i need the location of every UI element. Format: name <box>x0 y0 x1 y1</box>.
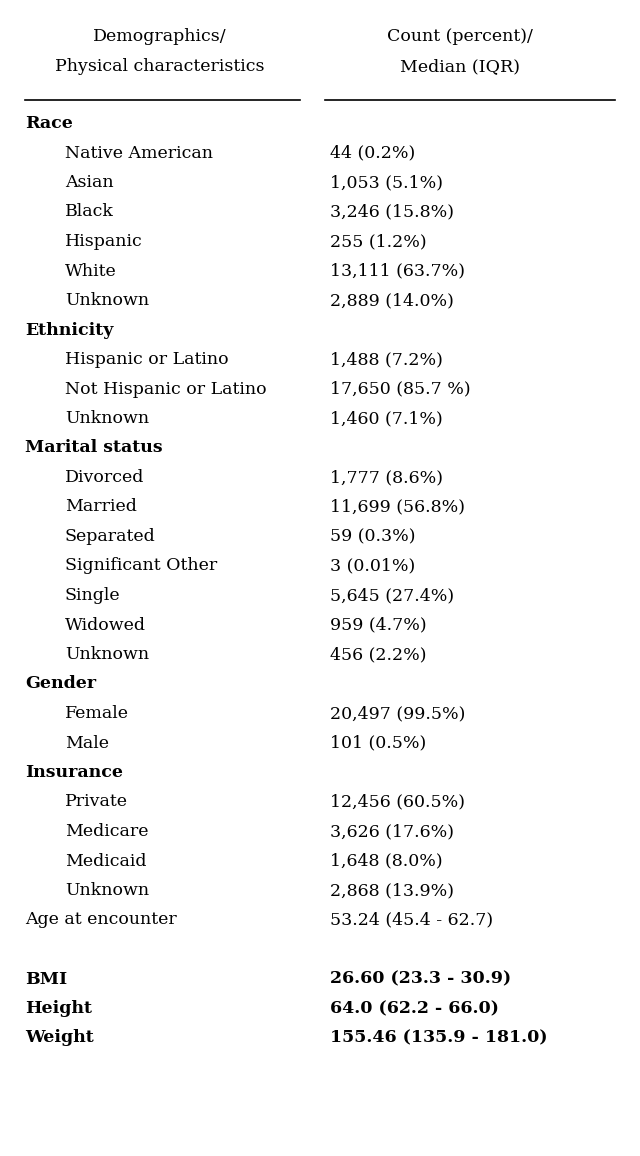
Text: Height: Height <box>25 1000 92 1017</box>
Text: Ethnicity: Ethnicity <box>25 321 113 339</box>
Text: 59 (0.3%): 59 (0.3%) <box>330 528 415 544</box>
Text: 2,868 (13.9%): 2,868 (13.9%) <box>330 882 454 899</box>
Text: Hispanic or Latino: Hispanic or Latino <box>65 351 228 368</box>
Text: Demographics/: Demographics/ <box>93 28 227 45</box>
Text: Single: Single <box>65 587 120 603</box>
Text: 456 (2.2%): 456 (2.2%) <box>330 646 426 664</box>
Text: 155.46 (135.9 - 181.0): 155.46 (135.9 - 181.0) <box>330 1030 547 1046</box>
Text: 1,460 (7.1%): 1,460 (7.1%) <box>330 410 443 427</box>
Text: 5,645 (27.4%): 5,645 (27.4%) <box>330 587 454 603</box>
Text: 255 (1.2%): 255 (1.2%) <box>330 234 427 250</box>
Text: 3,626 (17.6%): 3,626 (17.6%) <box>330 823 454 840</box>
Text: 1,053 (5.1%): 1,053 (5.1%) <box>330 175 443 191</box>
Text: Race: Race <box>25 114 73 132</box>
Text: 17,650 (85.7 %): 17,650 (85.7 %) <box>330 380 470 398</box>
Text: Female: Female <box>65 705 129 722</box>
Text: Separated: Separated <box>65 528 156 544</box>
Text: Insurance: Insurance <box>25 764 123 781</box>
Text: Male: Male <box>65 734 109 751</box>
Text: Significant Other: Significant Other <box>65 557 217 575</box>
Text: Divorced: Divorced <box>65 469 145 486</box>
Text: 44 (0.2%): 44 (0.2%) <box>330 144 415 162</box>
Text: 3,246 (15.8%): 3,246 (15.8%) <box>330 203 454 221</box>
Text: Median (IQR): Median (IQR) <box>400 58 520 75</box>
Text: Unknown: Unknown <box>65 646 149 664</box>
Text: 64.0 (62.2 - 66.0): 64.0 (62.2 - 66.0) <box>330 1000 499 1017</box>
Text: Asian: Asian <box>65 175 114 191</box>
Text: 11,699 (56.8%): 11,699 (56.8%) <box>330 498 465 516</box>
Text: Unknown: Unknown <box>65 882 149 899</box>
Text: White: White <box>65 262 116 280</box>
Text: 2,889 (14.0%): 2,889 (14.0%) <box>330 292 454 309</box>
Text: 1,488 (7.2%): 1,488 (7.2%) <box>330 351 443 368</box>
Text: Unknown: Unknown <box>65 292 149 309</box>
Text: Age at encounter: Age at encounter <box>25 911 177 928</box>
Text: Physical characteristics: Physical characteristics <box>55 58 265 75</box>
Text: 1,777 (8.6%): 1,777 (8.6%) <box>330 469 443 486</box>
Text: 1,648 (8.0%): 1,648 (8.0%) <box>330 852 443 869</box>
Text: Hispanic: Hispanic <box>65 234 143 250</box>
Text: Gender: Gender <box>25 675 96 692</box>
Text: 3 (0.01%): 3 (0.01%) <box>330 557 415 575</box>
Text: Black: Black <box>65 203 114 221</box>
Text: 13,111 (63.7%): 13,111 (63.7%) <box>330 262 465 280</box>
Text: Weight: Weight <box>25 1030 93 1046</box>
Text: Not Hispanic or Latino: Not Hispanic or Latino <box>65 380 267 398</box>
Text: Native American: Native American <box>65 144 213 162</box>
Text: Marital status: Marital status <box>25 439 163 457</box>
Text: Medicare: Medicare <box>65 823 148 840</box>
Text: Private: Private <box>65 793 128 810</box>
Text: Married: Married <box>65 498 137 516</box>
Text: Unknown: Unknown <box>65 410 149 427</box>
Text: Medicaid: Medicaid <box>65 852 147 869</box>
Text: 26.60 (23.3 - 30.9): 26.60 (23.3 - 30.9) <box>330 971 511 987</box>
Text: 101 (0.5%): 101 (0.5%) <box>330 734 426 751</box>
Text: 53.24 (45.4 - 62.7): 53.24 (45.4 - 62.7) <box>330 911 493 928</box>
Text: 12,456 (60.5%): 12,456 (60.5%) <box>330 793 465 810</box>
Text: BMI: BMI <box>25 971 67 987</box>
Text: Count (percent)/: Count (percent)/ <box>387 28 533 45</box>
Text: 959 (4.7%): 959 (4.7%) <box>330 616 427 633</box>
Text: 20,497 (99.5%): 20,497 (99.5%) <box>330 705 465 722</box>
Text: Widowed: Widowed <box>65 616 146 633</box>
